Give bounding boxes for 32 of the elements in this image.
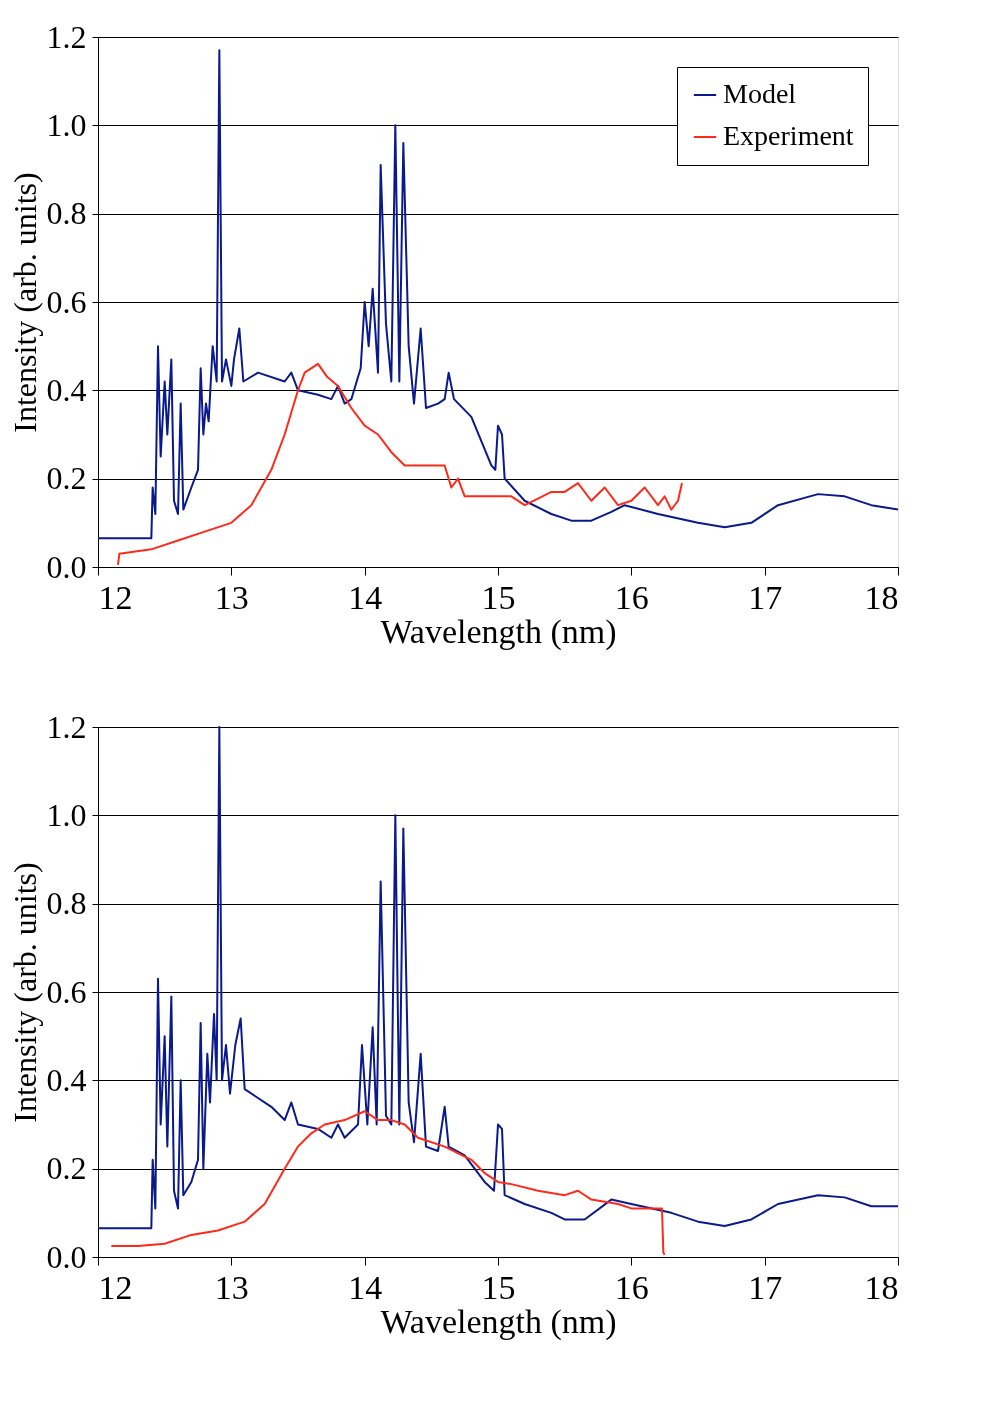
x-tick-label: 17 xyxy=(748,1268,783,1306)
y-tick-label: 0.4 xyxy=(46,371,87,408)
y-tick-label: 1.0 xyxy=(46,796,87,833)
x-tick-label: 12 xyxy=(98,578,133,616)
legend-label: Experiment xyxy=(723,120,854,151)
x-tick-label: 16 xyxy=(614,1268,649,1306)
y-tick-label: 0.6 xyxy=(46,973,87,1010)
x-tick-label: 13 xyxy=(214,1268,249,1306)
x-tick-label: 12 xyxy=(98,1268,133,1306)
legend-label: Model xyxy=(723,78,797,109)
x-tick-label: 16 xyxy=(614,578,649,616)
y-axis-title: Intensity (arb. units) xyxy=(6,172,43,433)
line-series xyxy=(117,362,683,566)
x-tick-label: 14 xyxy=(348,578,383,616)
x-tick-label: 17 xyxy=(748,578,783,616)
y-axis-title: Intensity (arb. units) xyxy=(6,862,43,1123)
x-tick-label: 18 xyxy=(864,578,899,616)
y-tick-label: 0.8 xyxy=(46,195,87,232)
line-series xyxy=(110,1110,666,1256)
y-tick-label: 0.2 xyxy=(46,1150,87,1187)
x-tick-label: 18 xyxy=(864,1268,899,1306)
y-tick-label: 1.0 xyxy=(46,106,87,143)
y-tick-label: 0.2 xyxy=(46,460,87,497)
y-tick-label: 1.2 xyxy=(46,18,87,55)
x-tick-label: 14 xyxy=(348,1268,383,1306)
y-tick-label: 0.4 xyxy=(46,1061,87,1098)
y-tick-label: 0.8 xyxy=(46,885,87,922)
y-tick-label: 1.2 xyxy=(46,708,87,745)
y-tick-label: 0.6 xyxy=(46,283,87,320)
y-tick-label: 0.0 xyxy=(46,548,87,585)
y-tick-label: 0.0 xyxy=(46,1238,87,1275)
x-tick-label: 13 xyxy=(214,578,249,616)
